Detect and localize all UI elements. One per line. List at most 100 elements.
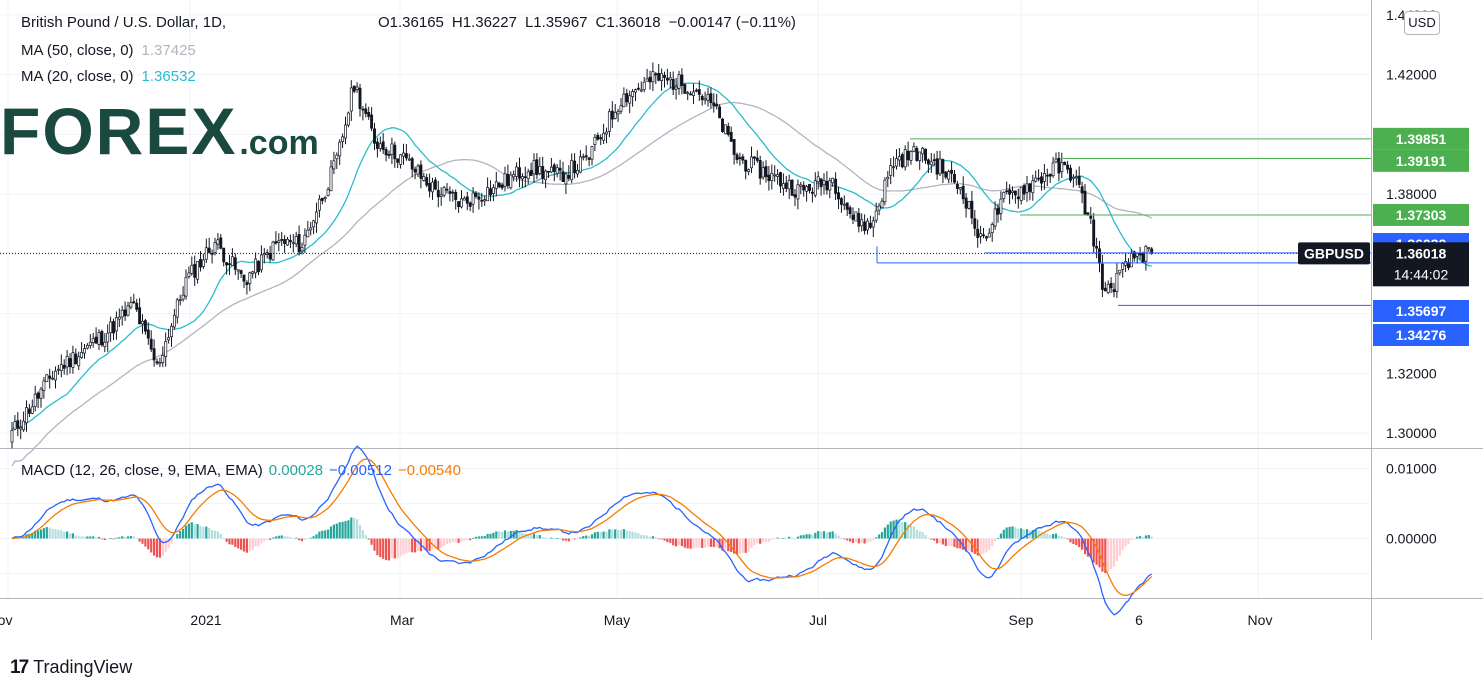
candle-body — [306, 229, 310, 238]
macd-histogram-bar — [880, 532, 884, 539]
macd-histogram-bar — [802, 535, 805, 539]
tradingview-logo[interactable]: 17 TradingView — [10, 657, 132, 679]
candle-body — [770, 172, 774, 181]
candle-body — [1141, 252, 1145, 263]
candle-body — [399, 154, 403, 165]
macd-histogram-bar — [42, 528, 45, 539]
symbol-title[interactable]: British Pound / U.S. Dollar, 1D, — [21, 14, 227, 31]
change-value: −0.00147 (−0.11%) — [668, 14, 796, 31]
ma20-legend[interactable]: MA (20, close, 0) 1.36532 — [21, 68, 196, 85]
candle-body — [1063, 161, 1067, 166]
candle-body — [294, 236, 298, 245]
macd-histogram-bar — [834, 533, 837, 539]
macd-histogram-bar — [474, 536, 478, 539]
macd-histogram-bar — [686, 538, 689, 549]
candle-body — [1074, 176, 1078, 179]
candle-body — [741, 156, 745, 161]
macd-histogram-bar — [814, 532, 817, 539]
macd-histogram-bar — [1043, 532, 1046, 539]
macd-histogram-bar — [680, 538, 683, 547]
macd-histogram-bar — [582, 536, 585, 539]
macd-histogram-bar — [341, 521, 344, 539]
candle-body — [686, 92, 690, 94]
candle-body — [570, 160, 574, 181]
macd-legend[interactable]: MACD (12, 26, close, 9, EMA, EMA) 0.00028… — [21, 462, 467, 479]
candle-body — [132, 301, 136, 304]
candle-body — [207, 247, 211, 253]
macd-histogram-bar — [92, 536, 95, 539]
symbol-badge — [1298, 242, 1370, 265]
candle-body — [416, 165, 420, 175]
candle-body — [538, 166, 542, 174]
candle-body — [210, 253, 214, 255]
candle-body — [30, 406, 34, 414]
macd-histogram-bar — [489, 533, 492, 539]
macd-histogram-bar — [1037, 530, 1040, 539]
candle-body — [71, 352, 75, 368]
price-tick-label: 1.38000 — [1386, 186, 1437, 202]
candle-body — [758, 160, 762, 179]
candle-body — [123, 309, 127, 317]
macd-histogram-bar — [796, 536, 799, 539]
macd-histogram-bar — [541, 537, 544, 539]
macd-histogram-bar — [187, 523, 190, 539]
candle-body — [1008, 189, 1012, 195]
macd-histogram-bar — [106, 538, 109, 540]
macd-histogram-bar — [634, 532, 637, 539]
ma50-legend[interactable]: MA (50, close, 0) 1.37425 — [21, 42, 196, 59]
macd-histogram-bar — [225, 538, 228, 542]
candle-body — [361, 108, 365, 111]
candle-body — [810, 191, 814, 194]
macd-histogram-bar — [205, 526, 208, 539]
candle-body — [718, 106, 722, 119]
macd-histogram-bar — [622, 529, 625, 539]
macd-histogram-bar — [1121, 538, 1124, 551]
candle-body — [303, 234, 307, 246]
candle-body — [1071, 176, 1075, 179]
candle-body — [341, 136, 345, 142]
candle-body — [56, 368, 60, 371]
macd-histogram-bar — [263, 538, 266, 542]
candle-body — [257, 260, 260, 273]
macd-histogram-bar — [538, 535, 541, 539]
macd-histogram-bar — [941, 538, 944, 545]
macd-histogram-bar — [1133, 538, 1136, 540]
candle-body — [515, 166, 519, 177]
macd-histogram-bar — [80, 536, 83, 539]
macd-histogram-bar — [962, 538, 965, 550]
candle-body — [396, 158, 400, 163]
macd-histogram-bar — [211, 530, 214, 539]
candle-body — [355, 86, 359, 90]
candle-body — [364, 108, 368, 114]
macd-histogram-bar — [817, 531, 820, 539]
currency-button[interactable]: USD — [1404, 11, 1440, 35]
macd-histogram-bar — [208, 528, 211, 539]
candle-body — [738, 157, 742, 159]
candle-body — [723, 124, 727, 135]
macd-histogram-bar — [364, 535, 367, 539]
macd-histogram-bar — [866, 538, 869, 543]
candle-body — [665, 77, 669, 81]
macd-histogram-bar — [854, 538, 857, 543]
candle-body — [1011, 190, 1014, 193]
macd-histogram-bar — [996, 537, 1000, 539]
candle-body — [932, 159, 936, 161]
candle-body — [924, 148, 927, 161]
candle-body — [480, 199, 484, 202]
macd-histogram-bar — [382, 538, 385, 559]
candle-body — [358, 87, 362, 109]
candle-body — [1060, 162, 1064, 172]
candle-body — [477, 196, 481, 200]
candle-body — [393, 144, 397, 160]
candle-body — [784, 182, 788, 189]
macd-histogram-bar — [202, 526, 205, 539]
macd-histogram-bar — [269, 538, 272, 540]
candle-body — [660, 73, 664, 81]
candle-body — [457, 201, 461, 208]
candle-body — [726, 126, 730, 135]
candle-body — [286, 238, 289, 246]
macd-histogram-bar — [237, 538, 240, 549]
macd-histogram-bar — [416, 538, 420, 551]
macd-histogram-bar — [1040, 532, 1043, 539]
